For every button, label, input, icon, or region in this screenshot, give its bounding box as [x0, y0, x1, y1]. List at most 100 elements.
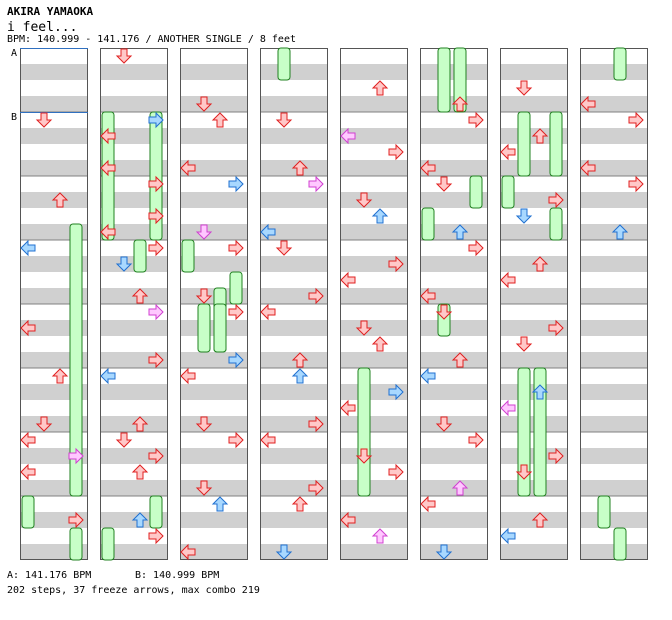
artist-name: AKIRA YAMAOKA [7, 5, 94, 18]
freeze-arrow [469, 175, 483, 209]
step-arrow-down [355, 320, 373, 336]
step-arrow-up [51, 368, 69, 384]
step-arrow-up [531, 512, 549, 528]
measure-column-5 [340, 48, 408, 560]
step-arrow-up [531, 128, 549, 144]
step-arrow-up [451, 352, 469, 368]
step-arrow-left [500, 399, 516, 417]
step-arrow-right [148, 527, 164, 545]
freeze-arrow [149, 111, 163, 241]
marker-a-label: A [11, 48, 18, 59]
step-arrow-down [35, 112, 53, 128]
step-arrow-up [131, 416, 149, 432]
step-arrow-right [68, 511, 84, 529]
freeze-arrow [197, 303, 211, 353]
step-arrow-up [531, 384, 549, 400]
step-arrow-up [371, 208, 389, 224]
step-arrow-right [548, 447, 564, 465]
step-arrow-left [340, 511, 356, 529]
step-arrow-right [388, 143, 404, 161]
freeze-arrow [597, 495, 611, 529]
bpm-a-label: A: 141.176 BPM [7, 570, 92, 581]
freeze-arrow [277, 47, 291, 81]
step-arrow-right [388, 463, 404, 481]
step-arrow-left [20, 239, 36, 257]
freeze-arrow [517, 367, 531, 497]
step-arrow-up [291, 160, 309, 176]
step-arrow-right [228, 175, 244, 193]
step-arrow-left [340, 399, 356, 417]
step-arrow-up [451, 480, 469, 496]
step-arrow-left [180, 159, 196, 177]
step-arrow-down [435, 416, 453, 432]
step-arrow-left [500, 143, 516, 161]
freeze-arrow [69, 223, 83, 497]
step-arrow-left [340, 127, 356, 145]
step-arrow-up [371, 336, 389, 352]
step-arrow-right [548, 191, 564, 209]
step-arrow-left [180, 367, 196, 385]
freeze-arrow [501, 175, 515, 209]
step-arrow-left [580, 95, 596, 113]
step-arrow-up [131, 512, 149, 528]
step-arrow-left [100, 159, 116, 177]
step-arrow-right [308, 175, 324, 193]
step-arrow-right [228, 239, 244, 257]
bpm-b-label: B: 140.999 BPM [135, 570, 220, 581]
step-arrow-right [228, 351, 244, 369]
freeze-arrow [101, 527, 115, 561]
step-arrow-down [195, 416, 213, 432]
step-arrow-left [20, 319, 36, 337]
freeze-arrow [213, 303, 227, 353]
step-arrow-up [531, 256, 549, 272]
measure-column-6 [420, 48, 488, 560]
step-arrow-right [148, 111, 164, 129]
step-arrow-down [195, 288, 213, 304]
step-arrow-up [451, 96, 469, 112]
step-arrow-left [100, 223, 116, 241]
freeze-arrow [549, 207, 563, 241]
step-arrow-up [131, 464, 149, 480]
step-arrow-right [308, 479, 324, 497]
step-arrow-down [35, 416, 53, 432]
step-arrow-up [371, 528, 389, 544]
step-arrow-right [148, 239, 164, 257]
step-arrow-up [371, 80, 389, 96]
step-arrow-left [580, 159, 596, 177]
freeze-arrow [613, 47, 627, 81]
step-arrow-left [180, 543, 196, 561]
freeze-arrow [21, 495, 35, 529]
step-arrow-right [148, 303, 164, 321]
step-arrow-right [628, 175, 644, 193]
step-arrow-right [68, 447, 84, 465]
measure-column-8 [580, 48, 648, 560]
song-title: i feel... [7, 20, 78, 35]
freeze-arrow [549, 111, 563, 177]
step-arrow-up [51, 192, 69, 208]
freeze-arrow [69, 527, 83, 561]
step-arrow-right [148, 207, 164, 225]
step-arrow-down [355, 448, 373, 464]
step-arrow-left [340, 271, 356, 289]
step-arrow-down [115, 256, 133, 272]
step-arrow-down [515, 464, 533, 480]
step-arrow-down [435, 304, 453, 320]
step-arrow-down [195, 224, 213, 240]
freeze-arrow [149, 495, 163, 529]
step-arrow-right [148, 175, 164, 193]
step-arrow-left [260, 223, 276, 241]
step-arrow-left [500, 527, 516, 545]
step-arrow-left [260, 431, 276, 449]
step-arrow-up [291, 496, 309, 512]
step-arrow-right [308, 287, 324, 305]
measure-column-4 [260, 48, 328, 560]
step-arrow-left [420, 287, 436, 305]
step-arrow-right [148, 351, 164, 369]
step-arrow-down [275, 240, 293, 256]
step-arrow-left [100, 127, 116, 145]
step-arrow-down [115, 432, 133, 448]
step-arrow-left [20, 431, 36, 449]
step-arrow-down [515, 80, 533, 96]
step-arrow-up [211, 496, 229, 512]
